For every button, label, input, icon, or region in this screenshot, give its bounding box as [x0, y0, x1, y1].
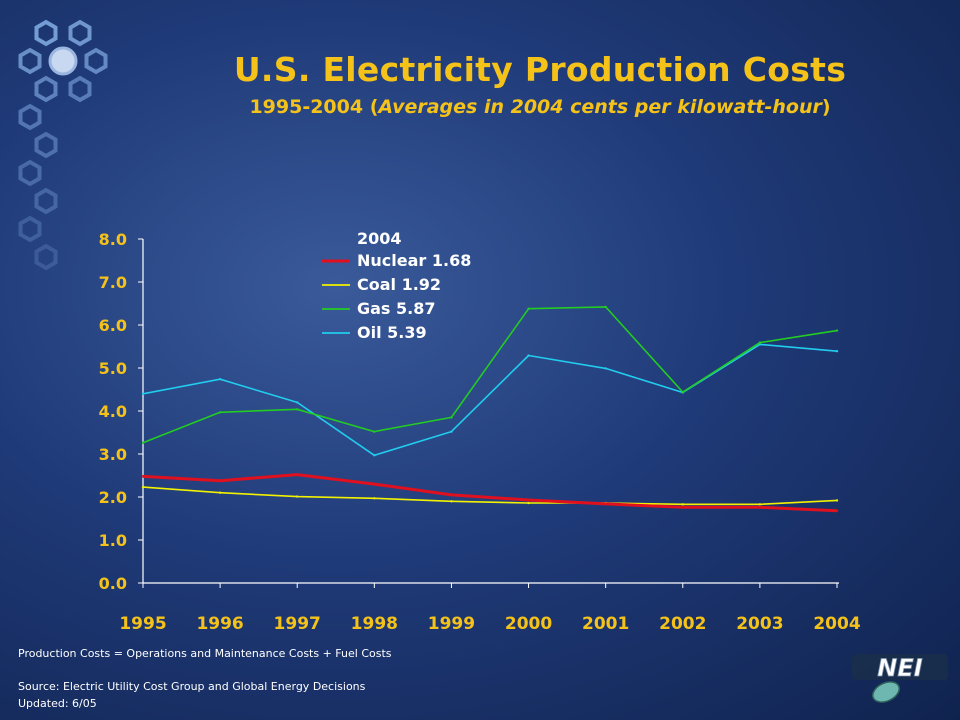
- subtitle-years: 1995-2004: [249, 96, 364, 118]
- data-point-gas: [681, 390, 684, 394]
- decorative-hexagon: [34, 75, 58, 103]
- y-tick-label: 5.0: [99, 359, 127, 378]
- subtitle-units: Averages in 2004 cents per kilowatt-hour: [378, 96, 822, 118]
- data-point-coal: [218, 491, 222, 494]
- decorative-hexagon: [18, 215, 42, 243]
- data-point-nuclear: [373, 482, 376, 486]
- legend-entry-coal: Coal 1.92: [357, 275, 441, 294]
- nei-logo-text: NEI: [877, 654, 922, 682]
- data-point-gas: [296, 408, 299, 411]
- x-tick-label: 1996: [196, 614, 243, 634]
- x-tick-label: 1999: [428, 614, 475, 634]
- data-point-oil: [450, 430, 453, 433]
- decorative-hexagon: [18, 47, 42, 75]
- data-point-gas: [835, 329, 839, 332]
- decorative-hexagon: [68, 19, 92, 47]
- data-point-nuclear: [296, 473, 299, 476]
- decorative-core-circle: [48, 46, 78, 76]
- chart-title: U.S. Electricity Production Costs: [233, 50, 847, 89]
- y-tick-label: 7.0: [99, 273, 127, 292]
- data-point-gas: [141, 441, 145, 445]
- decorative-hexagon: [84, 47, 108, 75]
- formula-note: Production Costs = Operations and Mainte…: [18, 647, 392, 660]
- y-tick-label: 3.0: [99, 445, 127, 464]
- data-point-gas: [527, 307, 530, 310]
- hexagon-cluster-icon: [18, 19, 108, 271]
- x-tick-label: 1997: [274, 614, 321, 634]
- y-tick-label: 4.0: [99, 402, 127, 421]
- x-tick-label: 2003: [736, 614, 783, 634]
- data-point-coal: [527, 501, 530, 505]
- x-tick-label: 1998: [351, 614, 398, 634]
- data-point-gas: [373, 430, 376, 433]
- subtitle-open: (: [363, 96, 379, 118]
- y-tick-label: 8.0: [99, 230, 127, 249]
- decorative-hexagon: [18, 103, 42, 131]
- data-point-oil: [373, 454, 376, 457]
- data-point-oil: [604, 367, 607, 370]
- legend-entry-gas: Gas 5.87: [357, 299, 436, 318]
- data-point-nuclear: [141, 475, 145, 478]
- data-point-nuclear: [681, 506, 684, 509]
- nei-logo-icon: NEI: [852, 654, 948, 703]
- data-point-gas: [604, 305, 607, 309]
- decorative-hexagon: [34, 243, 58, 271]
- updated-note: Updated: 6/05: [18, 697, 97, 710]
- data-point-nuclear: [758, 506, 762, 509]
- x-tick-label: 2002: [659, 614, 706, 634]
- series-line-nuclear: [142, 473, 838, 513]
- subtitle-close: ): [821, 96, 831, 118]
- y-tick-label: 0.0: [99, 574, 127, 593]
- data-point-nuclear: [835, 509, 839, 512]
- data-point-oil: [141, 392, 145, 395]
- x-tick-label: 2004: [813, 614, 860, 634]
- data-point-coal: [296, 495, 299, 498]
- data-point-oil: [218, 377, 222, 381]
- legend-entry-nuclear: Nuclear 1.68: [357, 251, 471, 270]
- series-line-gas: [142, 306, 838, 444]
- data-point-oil: [527, 354, 530, 357]
- data-point-nuclear: [604, 502, 607, 506]
- data-point-nuclear: [527, 498, 530, 502]
- data-point-gas: [758, 341, 762, 344]
- decorative-hexagon: [34, 19, 58, 47]
- legend-entry-oil: Oil 5.39: [357, 323, 427, 342]
- y-tick-label: 2.0: [99, 488, 127, 507]
- series-line-coal: [142, 486, 838, 506]
- data-point-coal: [141, 485, 145, 489]
- y-tick-label: 6.0: [99, 316, 127, 335]
- decorative-hexagon: [18, 159, 42, 187]
- data-point-oil: [835, 350, 839, 353]
- data-point-coal: [450, 500, 453, 503]
- source-note: Source: Electric Utility Cost Group and …: [18, 680, 366, 693]
- data-point-coal: [758, 503, 762, 506]
- data-point-coal: [835, 499, 839, 502]
- data-point-coal: [373, 497, 376, 500]
- data-point-oil: [296, 401, 299, 404]
- x-tick-label: 2001: [582, 614, 629, 634]
- data-point-nuclear: [218, 479, 222, 482]
- decorative-hexagon: [68, 75, 92, 103]
- data-point-gas: [450, 416, 453, 419]
- x-tick-label: 2000: [505, 614, 552, 634]
- legend-title: 2004: [357, 229, 402, 248]
- chart-subtitle: 1995-2004 (Averages in 2004 cents per ki…: [160, 96, 920, 118]
- decorative-hexagon: [34, 131, 58, 159]
- y-tick-label: 1.0: [99, 531, 127, 550]
- data-point-nuclear: [450, 493, 453, 497]
- data-point-coal: [681, 503, 684, 506]
- decorative-hexagon: [34, 187, 58, 215]
- data-point-gas: [218, 411, 222, 414]
- series-line-oil: [142, 343, 838, 457]
- x-tick-label: 1995: [119, 614, 166, 634]
